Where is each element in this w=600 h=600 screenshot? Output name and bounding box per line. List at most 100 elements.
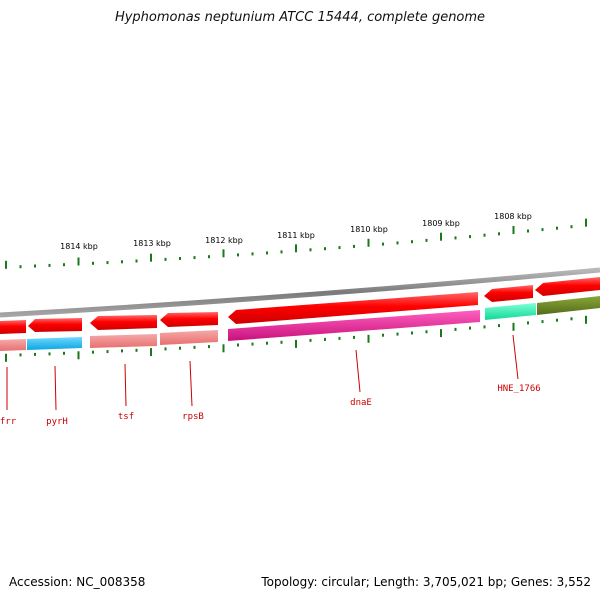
- minor-tick: [570, 317, 573, 321]
- minor-tick: [527, 229, 529, 233]
- major-tick: [585, 315, 587, 324]
- gene-label-tsf[interactable]: tsf: [118, 412, 134, 422]
- minor-tick: [338, 336, 341, 340]
- minor-tick: [63, 351, 65, 355]
- minor-tick: [454, 236, 457, 240]
- major-tick: [440, 232, 442, 241]
- minor-tick: [34, 264, 36, 268]
- gene-bar-rpsB[interactable]: [160, 330, 218, 345]
- minor-tick: [106, 261, 109, 265]
- gene-label-rpsB[interactable]: rpsB: [182, 412, 204, 422]
- minor-tick: [237, 343, 239, 347]
- minor-tick: [193, 256, 196, 260]
- gene-label-lines: [6, 334, 519, 411]
- minor-tick: [382, 242, 384, 246]
- minor-tick: [266, 251, 268, 255]
- forward-strand-genes: [0, 277, 600, 334]
- annotated-gene-bars: [0, 296, 600, 351]
- minor-tick: [237, 253, 239, 257]
- genome-summary: Topology: circular; Length: 3,705,021 bp…: [261, 575, 591, 589]
- leader-line-pyrH: [54, 365, 57, 411]
- gene-bar-HNE_1766[interactable]: [485, 303, 536, 320]
- minor-tick: [106, 350, 109, 354]
- minor-tick: [382, 333, 384, 337]
- accession-text: Accession: NC_008358: [9, 575, 146, 589]
- major-tick: [77, 351, 80, 360]
- gene-label-pyrH[interactable]: pyrH: [46, 417, 68, 427]
- major-tick: [150, 348, 152, 357]
- minor-tick: [425, 330, 428, 334]
- minor-tick: [92, 261, 94, 265]
- kbp-label: 1808 kbp: [494, 212, 532, 221]
- minor-tick: [469, 326, 471, 330]
- minor-tick: [425, 238, 428, 242]
- minor-tick: [353, 335, 355, 339]
- gene-bar-frr[interactable]: [0, 339, 26, 351]
- minor-tick: [396, 332, 399, 336]
- minor-tick: [19, 353, 22, 357]
- minor-tick: [454, 327, 457, 331]
- kbp-label: 1810 kbp: [350, 225, 388, 234]
- minor-tick: [498, 324, 500, 328]
- forward-gene-arrow[interactable]: [0, 320, 26, 334]
- major-tick: [5, 353, 7, 362]
- minor-tick: [63, 263, 65, 267]
- forward-gene-arrow[interactable]: [28, 318, 82, 332]
- minor-tick: [280, 340, 283, 344]
- gene-bar-dnaE[interactable]: [228, 310, 480, 341]
- major-tick: [222, 249, 225, 258]
- gene-label-frr[interactable]: frr: [0, 417, 17, 427]
- minor-tick: [309, 338, 312, 342]
- minor-tick: [208, 345, 210, 349]
- minor-tick: [556, 226, 558, 230]
- gene-label-dnaE[interactable]: dnaE: [350, 398, 372, 408]
- minor-tick: [48, 263, 51, 267]
- kbp-labels: 1814 kbp 1813 kbp 1812 kbp 1811 kbp 1810…: [60, 212, 532, 251]
- major-tick: [367, 334, 370, 343]
- minor-tick: [251, 342, 254, 346]
- minor-tick: [541, 228, 544, 232]
- minor-tick: [498, 232, 500, 236]
- minor-tick: [135, 348, 138, 352]
- minor-tick: [483, 325, 486, 329]
- minor-tick: [324, 247, 326, 251]
- major-tick: [77, 257, 80, 266]
- major-tick: [512, 322, 515, 331]
- minor-tick: [193, 345, 196, 349]
- minor-tick: [164, 257, 167, 261]
- forward-gene-arrow[interactable]: [90, 315, 157, 330]
- map-title: Hyphomonas neptunium ATCC 15444, complet…: [114, 10, 486, 25]
- minor-tick: [92, 350, 94, 354]
- minor-tick: [266, 341, 268, 345]
- minor-tick: [541, 320, 544, 324]
- minor-tick: [34, 352, 36, 356]
- major-tick: [295, 244, 297, 253]
- minor-tick: [179, 257, 181, 260]
- minor-tick: [411, 240, 413, 244]
- forward-gene-arrow[interactable]: [160, 312, 218, 327]
- minor-tick: [324, 337, 326, 341]
- gene-bar-pyrH[interactable]: [27, 337, 82, 350]
- minor-tick: [469, 235, 471, 239]
- leader-line-HNE_1766: [512, 334, 519, 380]
- forward-gene-arrow[interactable]: [535, 277, 600, 296]
- minor-tick: [179, 346, 181, 350]
- gene-label-HNE_1766[interactable]: HNE_1766: [497, 384, 540, 394]
- gene-labels: frr pyrH tsf rpsB dnaE HNE_1766: [0, 384, 541, 427]
- gene-bar-tsf[interactable]: [90, 334, 157, 348]
- minor-tick: [251, 252, 254, 256]
- gene-bar-adjacent[interactable]: [537, 296, 600, 315]
- minor-tick: [19, 265, 22, 269]
- forward-gene-arrow[interactable]: [228, 292, 478, 324]
- minor-tick: [570, 225, 573, 229]
- major-tick: [295, 339, 297, 348]
- minor-tick: [121, 260, 123, 264]
- minor-tick: [483, 233, 486, 237]
- kbp-label: 1812 kbp: [205, 236, 243, 245]
- major-tick: [222, 344, 225, 353]
- major-tick: [5, 260, 7, 269]
- inner-scale-ticks: [5, 315, 587, 362]
- forward-gene-arrow[interactable]: [484, 285, 533, 302]
- minor-tick: [121, 349, 123, 353]
